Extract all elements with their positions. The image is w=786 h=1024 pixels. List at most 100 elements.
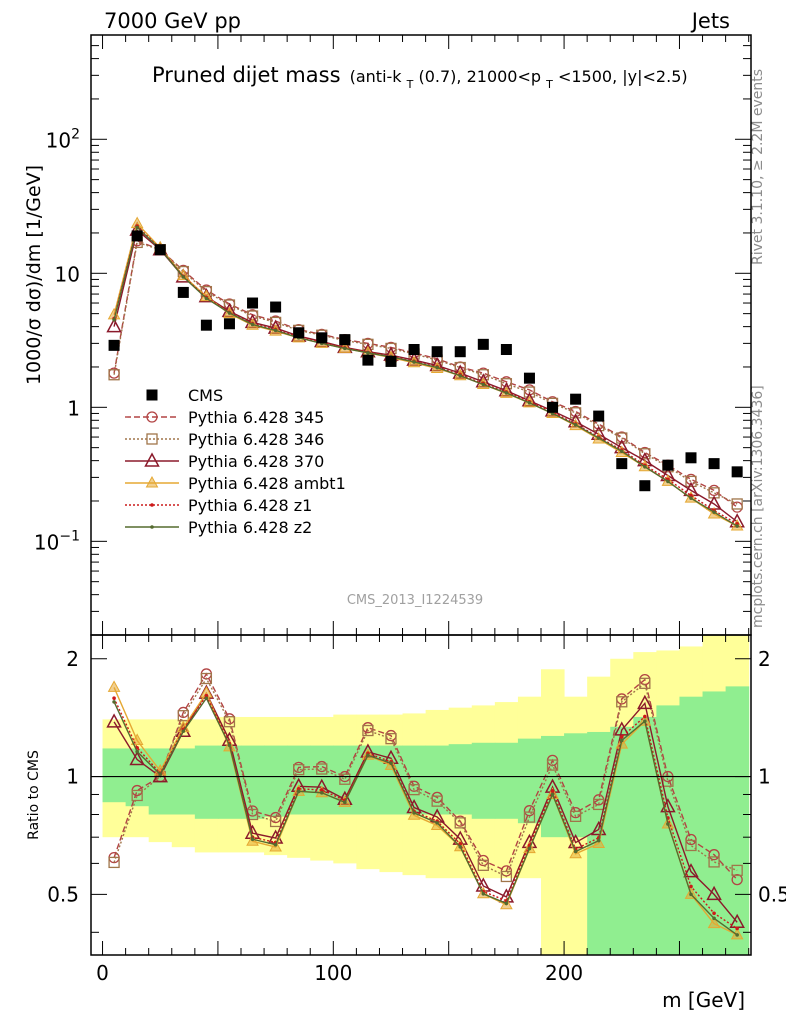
data-point-5 [223, 318, 235, 330]
ratio-point-s3-0 [107, 680, 121, 692]
ratio-point-s5-14 [435, 821, 439, 825]
data-point-6 [247, 297, 259, 309]
mcplots-label: mcplots.cern.ch [arXiv:1306.3436] [750, 385, 766, 628]
ratio-point-s1-4 [200, 672, 213, 685]
main-point-s5-1 [135, 225, 139, 230]
band-inner-3 [171, 748, 196, 815]
main-panel-series [106, 216, 745, 531]
x-tick-label-0: 0 [96, 961, 109, 985]
ratio-point-s2-0 [106, 713, 122, 728]
ratio-tick-left-1: 1 [66, 765, 79, 789]
data-point-10 [339, 334, 351, 346]
legend-marker-3 [145, 475, 159, 488]
ratio-point-s1-21 [593, 798, 605, 811]
band-inner-25 [679, 696, 704, 955]
legend-label-2: Pythia 6.428 370 [188, 452, 324, 471]
x-tick-label-200: 200 [545, 961, 583, 985]
data-point-27 [731, 466, 743, 478]
data-point-7 [270, 301, 282, 313]
ratio-line-series-3 [113, 687, 738, 936]
legend: CMS Pythia 6.428 345 Pythia 6.428 346 Pythi… [125, 386, 346, 537]
ratio-point-s1-22 [616, 696, 628, 708]
title-cond-sub1: T [406, 78, 414, 91]
ratio-point-s4-4 [204, 693, 209, 698]
ratio-point-s5-24 [666, 822, 670, 826]
main-point-s5-17 [504, 391, 509, 395]
band-inner-13 [402, 745, 427, 815]
ratio-point-s5-6 [250, 837, 255, 842]
band-inner-4 [194, 745, 219, 819]
main-point-s5-16 [481, 382, 486, 387]
ratio-point-s1-20 [569, 810, 582, 823]
main-panel-frame [90, 34, 752, 636]
ratio-point-s5-5 [227, 743, 232, 748]
band-inner-26 [702, 691, 727, 955]
ratio-point-s5-4 [204, 696, 209, 701]
ratio-line-series-0 [113, 672, 738, 881]
main-line-series-0 [113, 239, 738, 508]
analysis-watermark: CMS_2013_I1224539 [347, 593, 483, 608]
legend-label-4: Pythia 6.428 z1 [188, 496, 312, 515]
legend-marker-5 [150, 525, 154, 529]
main-point-s5-0 [112, 317, 116, 322]
header-process: Jets [690, 9, 730, 33]
ratio-point-s0-27 [731, 873, 743, 886]
ratio-point-s4-25 [689, 884, 693, 889]
main-point-s5-15 [458, 373, 463, 378]
ratio-point-s5-3 [181, 729, 186, 734]
main-point-s5-3 [181, 275, 186, 279]
band-inner-0 [102, 748, 127, 803]
data-point-3 [177, 286, 189, 298]
ratio-point-s1-5 [223, 716, 236, 728]
ratio-point-s5-22 [619, 738, 624, 743]
ratio-line-series-5 [113, 696, 738, 936]
plot-title: Pruned dijet mass (anti-k T (0.7), 21000… [152, 63, 688, 92]
main-point-s5-6 [250, 322, 255, 327]
ratio-point-s5-12 [389, 761, 393, 765]
ratio-tick-left-0p5: 0.5 [47, 882, 79, 906]
y-tick-label-100: 102 [46, 126, 80, 152]
main-point-s2-0 [106, 318, 122, 333]
ratio-point-s1-19 [546, 759, 559, 771]
main-line-series-2 [113, 228, 738, 523]
ratio-point-s5-7 [273, 842, 278, 847]
ratio-point-s5-10 [343, 800, 347, 805]
ratio-point-s1-11 [362, 724, 374, 737]
ratio-point-s5-11 [366, 753, 370, 758]
ratio-point-s5-23 [643, 719, 647, 724]
ratio-point-s4-9 [319, 788, 324, 792]
ratio-point-s5-18 [527, 846, 532, 851]
y-tick-label-1: 1 [67, 396, 80, 420]
band-inner-17 [494, 742, 519, 819]
main-line-series-5 [113, 226, 738, 527]
ratio-panel-series [106, 668, 745, 940]
header-energy: 7000 GeV pp [104, 9, 241, 33]
data-point-23 [639, 480, 651, 492]
legend-marker-cms [146, 389, 158, 401]
main-y-tick-labels: 10−1 1 10 102 [34, 126, 80, 554]
ratio-point-s5-0 [112, 700, 116, 704]
main-point-s5-20 [573, 423, 578, 427]
ratio-line-series-2 [113, 691, 738, 923]
main-point-s4-25 [689, 493, 693, 498]
ratio-point-s2-22 [614, 721, 630, 736]
x-tick-labels: 0 100 200 [96, 961, 583, 985]
main-point-s5-23 [643, 464, 647, 469]
data-point-9 [316, 332, 328, 344]
ratio-point-s4-27 [735, 926, 739, 931]
ratio-point-s5-19 [550, 792, 555, 797]
legend-label-0: Pythia 6.428 345 [188, 408, 324, 427]
ratio-point-s1-9 [316, 763, 328, 775]
legend-marker-2 [144, 452, 160, 467]
data-point-0 [108, 339, 120, 351]
data-point-8 [293, 327, 305, 339]
ratio-uncertainty-bands [102, 635, 750, 955]
ratio-point-s5-21 [596, 838, 601, 843]
x-tick-label-100: 100 [314, 961, 352, 985]
ratio-point-s1-7 [269, 815, 282, 828]
ratio-point-s1-8 [293, 763, 305, 776]
ratio-point-s5-17 [504, 901, 509, 906]
ratio-point-s0-25 [685, 833, 697, 846]
data-point-11 [362, 354, 374, 366]
ratio-point-s5-25 [689, 892, 693, 897]
